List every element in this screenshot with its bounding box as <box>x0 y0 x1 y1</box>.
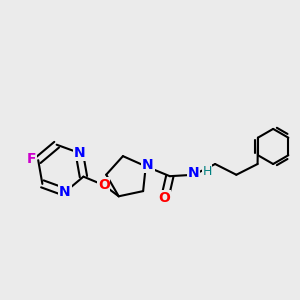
Text: N: N <box>188 166 200 179</box>
Text: N: N <box>74 146 85 160</box>
Text: H: H <box>202 165 212 178</box>
Text: N: N <box>59 185 71 199</box>
Text: O: O <box>158 191 170 205</box>
Text: O: O <box>98 178 110 192</box>
Text: N: N <box>142 158 154 172</box>
Text: F: F <box>27 152 37 166</box>
